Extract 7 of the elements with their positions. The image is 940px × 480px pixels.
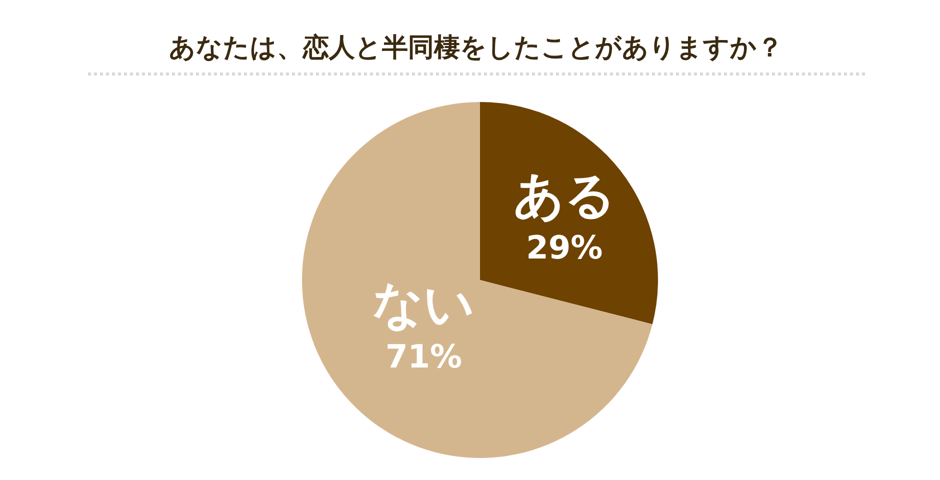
pie-slice — [480, 102, 658, 324]
data-label: 29% — [526, 228, 603, 267]
data-label: 71% — [385, 338, 462, 376]
chart-title: あなたは、恋人と半同棲をしたことがありますか？ — [169, 33, 783, 63]
pie-slice — [302, 102, 652, 458]
slice-label: ない — [372, 276, 475, 334]
slice-label: ある — [513, 166, 616, 225]
